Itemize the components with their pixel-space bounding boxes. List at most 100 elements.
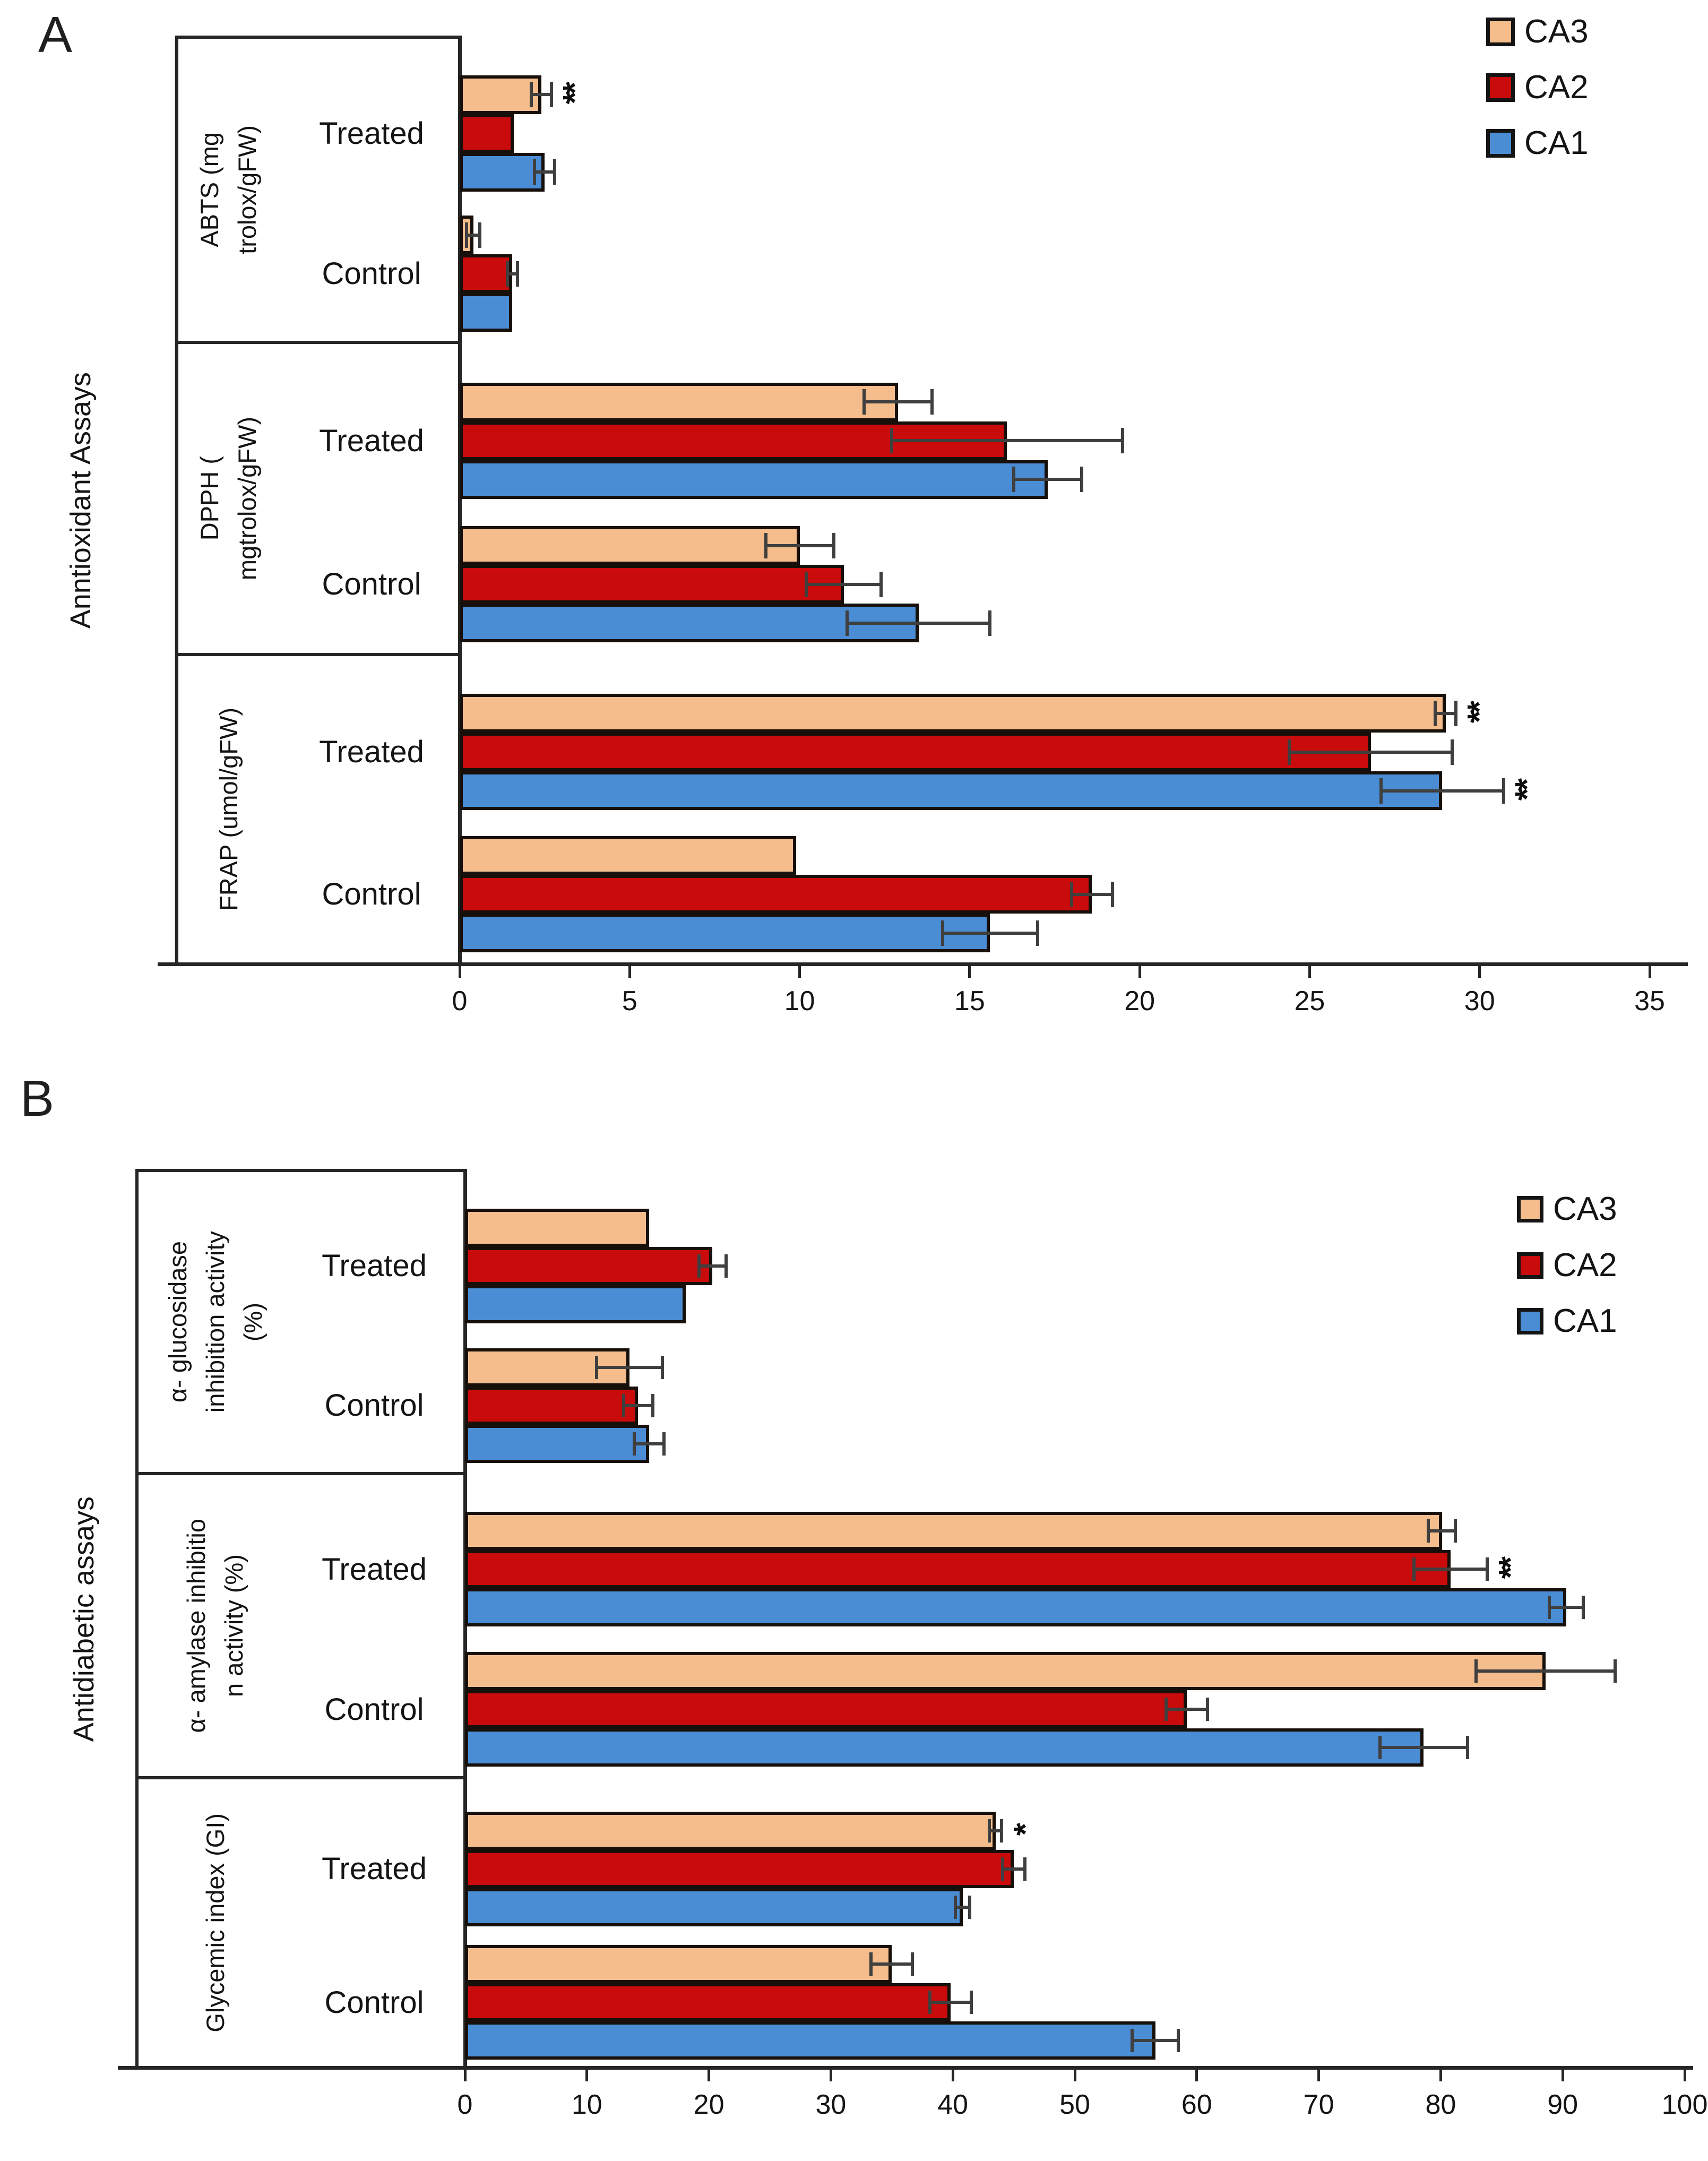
error-bar-cap xyxy=(529,82,533,108)
error-bar-cap xyxy=(1485,1557,1489,1581)
x-tick-label: 10 xyxy=(571,2089,602,2120)
error-bar-line xyxy=(1132,2039,1179,2043)
error-bar-cap xyxy=(1080,467,1084,493)
bar-ca1 xyxy=(465,2021,1155,2060)
bar-ca2 xyxy=(460,254,513,294)
bar-ca1 xyxy=(460,771,1443,811)
error-bar-line xyxy=(955,1905,970,1909)
error-bar-line xyxy=(531,93,551,97)
error-bar-cap xyxy=(1582,1596,1585,1620)
error-bar-line xyxy=(1166,1708,1208,1711)
legend-label: CA1 xyxy=(1524,125,1589,161)
legend-swatch-ca3 xyxy=(1517,1195,1543,1222)
error-bar-cap xyxy=(1070,881,1074,907)
error-bar-cap xyxy=(633,1432,636,1456)
category-label: Treated xyxy=(322,1552,427,1587)
error-bar-cap xyxy=(1427,1519,1430,1543)
error-bar-cap xyxy=(953,1895,957,1919)
error-bar-line xyxy=(1072,892,1112,896)
significance-marker: ** xyxy=(1493,1560,1530,1579)
bar-ca2 xyxy=(460,114,514,153)
frame-top-line xyxy=(135,1169,465,1172)
error-bar-cap xyxy=(1502,778,1505,804)
error-bar-line xyxy=(1381,789,1504,793)
error-bar-line xyxy=(466,233,480,237)
category-label: Control xyxy=(324,1985,424,2020)
error-bar-line xyxy=(847,621,990,625)
legend-item: CA1 xyxy=(1517,1302,1617,1340)
error-bar-cap xyxy=(1023,1857,1026,1881)
x-tick-label: 40 xyxy=(937,2089,969,2120)
error-bar-cap xyxy=(928,1991,931,2014)
error-bar-cap xyxy=(724,1254,728,1278)
error-bar-cap xyxy=(1614,1659,1617,1683)
legend-swatch-ca2 xyxy=(1486,73,1515,102)
error-bar-line xyxy=(1476,1669,1615,1673)
legend-swatch-ca3 xyxy=(1486,17,1515,46)
error-bar-cap xyxy=(890,428,893,454)
error-bar-cap xyxy=(1177,2029,1180,2053)
bar-ca3 xyxy=(465,1945,892,1984)
error-bar-cap xyxy=(911,1952,915,1976)
legend-item: CA3 xyxy=(1517,1190,1617,1228)
error-bar-line xyxy=(1289,750,1453,754)
x-tick xyxy=(1648,964,1651,978)
error-bar-cap xyxy=(941,920,944,946)
bar-ca2 xyxy=(465,1550,1451,1589)
error-bar-cap xyxy=(862,389,866,415)
error-bar-cap xyxy=(969,1991,973,2014)
error-bar-cap xyxy=(988,610,992,636)
legend-swatch-ca2 xyxy=(1517,1252,1543,1279)
x-tick-label: 30 xyxy=(1464,986,1495,1017)
error-bar-line xyxy=(929,2001,971,2004)
x-tick-label: 15 xyxy=(954,986,985,1017)
error-bar-line xyxy=(634,1442,664,1445)
error-bar-cap xyxy=(1378,1736,1382,1760)
error-bar-line xyxy=(1003,1867,1025,1871)
error-bar-cap xyxy=(622,1393,625,1417)
category-label: Treated xyxy=(319,423,424,458)
bar-ca2 xyxy=(460,875,1092,914)
group-divider-line xyxy=(175,653,460,656)
legend-item: CA2 xyxy=(1517,1246,1617,1284)
x-tick xyxy=(708,2068,711,2081)
bar-ca1 xyxy=(465,1728,1424,1767)
error-bar-line xyxy=(942,931,1038,935)
x-axis-line xyxy=(158,962,1688,966)
error-bar-cap xyxy=(515,261,519,287)
error-bar-cap xyxy=(1454,700,1457,726)
legend-label: CA3 xyxy=(1524,13,1589,50)
x-tick xyxy=(1561,2068,1564,2081)
error-bar-cap xyxy=(879,571,883,597)
error-bar-cap xyxy=(553,159,557,185)
error-bar-cap xyxy=(764,532,767,558)
error-bar-cap xyxy=(505,261,509,287)
bar-ca3 xyxy=(460,75,541,114)
error-bar-cap xyxy=(651,1393,654,1417)
error-bar-cap xyxy=(1453,1519,1457,1543)
error-bar-line xyxy=(989,1829,1002,1832)
error-bar-line xyxy=(699,1264,726,1268)
error-bar-cap xyxy=(549,82,553,108)
frame-top-line xyxy=(175,36,460,39)
x-tick xyxy=(1138,964,1141,978)
bar-ca3 xyxy=(465,1811,996,1850)
x-tick xyxy=(1683,2068,1686,2081)
panel-letter: B xyxy=(20,1070,55,1127)
bar-ca1 xyxy=(460,604,919,643)
error-bar-cap xyxy=(1465,1736,1469,1760)
x-tick xyxy=(463,2068,467,2081)
group-divider-line xyxy=(175,341,460,344)
bar-ca3 xyxy=(460,382,899,421)
bar-ca3 xyxy=(460,526,800,565)
error-bar-cap xyxy=(478,222,482,248)
error-bar-cap xyxy=(1412,1557,1416,1581)
x-tick-label: 100 xyxy=(1661,2089,1708,2120)
error-bar-cap xyxy=(662,1432,666,1456)
error-bar-cap xyxy=(1131,2029,1134,2053)
category-label: Treated xyxy=(319,116,424,151)
category-label: Treated xyxy=(322,1249,427,1284)
error-bar-cap xyxy=(805,571,808,597)
legend-item: CA3 xyxy=(1486,13,1589,50)
